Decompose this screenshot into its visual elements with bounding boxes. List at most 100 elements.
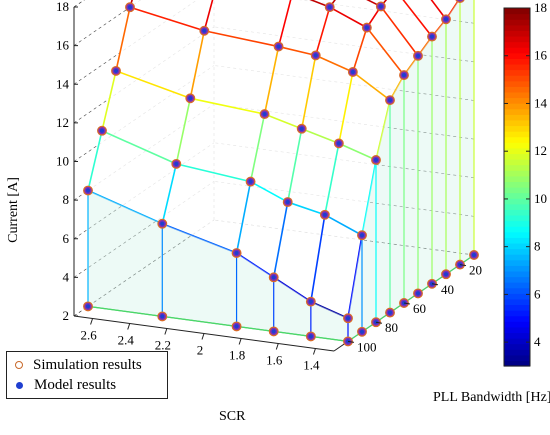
colorbar-segment [504,271,530,277]
model-point [114,69,118,73]
z-tick-label: 14 [56,76,70,91]
y-tick-label: 2 [197,343,204,358]
x-tick-label: 40 [441,282,454,297]
model-point [188,96,192,100]
colorbar-segment [504,316,530,322]
model-point [444,272,448,276]
colorbar-segment [504,25,530,31]
z-tick-label: 6 [63,231,70,246]
model-point [416,54,420,58]
curtain-patch [418,37,432,294]
colorbar-segment [504,42,530,48]
model-point [365,26,369,30]
model-point [234,251,238,255]
x-tick-label: 60 [413,301,426,316]
colorbar-segment [504,98,530,104]
colorbar-segment [504,299,530,305]
model-point [346,316,350,320]
colorbar-segment [504,226,530,232]
colorbar-segment [504,355,530,361]
model-point [272,329,276,333]
simulation-marker-icon [15,361,23,369]
x-tick-label: 80 [385,320,398,335]
colorbar-segment [504,70,530,76]
curtain-patch [432,19,446,284]
model-point [472,253,476,257]
colorbar-segment [504,265,530,271]
z-tick-label: 2 [63,308,70,323]
model-point [86,188,90,192]
y-tick-label: 1.4 [303,358,320,373]
colorbar-segment [504,243,530,249]
model-point [388,311,392,315]
colorbar-segment [504,153,530,159]
x-tick-label: 20 [469,263,482,278]
model-point [351,70,355,74]
legend-item-model: Model results [15,375,116,395]
y-tick-label: 2.4 [118,333,135,348]
model-point [160,222,164,226]
colorbar-segment [504,120,530,126]
z-tick-label: 10 [56,154,69,169]
colorbar-segment [504,332,530,338]
colorbar-segment [504,159,530,165]
colorbar-segment [504,237,530,243]
model-point [128,5,132,9]
colorbar-segment [504,114,530,120]
colorbar-segment [504,137,530,143]
model-point [314,53,318,57]
colorbar-tick-label: 12 [534,143,547,158]
legend-item-simulation: Simulation results [15,355,142,375]
colorbar-segment [504,75,530,81]
model-marker-icon [16,382,23,389]
colorbar-segment [504,170,530,176]
colorbar-segment [504,204,530,210]
colorbar-segment [504,282,530,288]
colorbar-segment [504,277,530,283]
curtain-patch [390,75,404,312]
colorbar-segment [504,338,530,344]
colorbar-tick-label: 6 [534,286,541,301]
model-point [174,162,178,166]
colorbar-segment [504,86,530,92]
model-point [323,213,327,217]
model-point [202,29,206,33]
z-tick-label: 18 [56,0,69,14]
y-tick-label: 2.6 [80,328,97,343]
model-point [100,129,104,133]
x-axis-label: PLL Bandwidth [Hz] [433,390,550,405]
model-point [86,304,90,308]
z-tick-label: 8 [63,192,70,207]
colorbar-segment [504,193,530,199]
model-point [337,141,341,145]
colorbar-segment [504,215,530,221]
colorbar-segment [504,103,530,109]
colorbar-segment [504,125,530,131]
colorbar-segment [504,181,530,187]
model-point [286,200,290,204]
colorbar-segment [504,187,530,193]
colorbar-segment [504,142,530,148]
z-tick-label: 12 [56,115,69,130]
colorbar-segment [504,349,530,355]
colorbar-segment [504,310,530,316]
colorbar-segment [504,327,530,333]
model-point [379,4,383,8]
colorbar-segment [504,36,530,42]
model-point [276,44,280,48]
model-point [388,98,392,102]
model-point [160,314,164,318]
colorbar-segment [504,14,530,20]
colorbar-tick-label: 14 [534,95,548,110]
colorbar-segment [504,209,530,215]
curtain-patch [404,56,418,303]
colorbar-segment [504,232,530,238]
colorbar-segment [504,304,530,310]
z-tick-label: 16 [56,38,70,53]
model-point [272,275,276,279]
model-point [309,334,313,338]
y-tick-label: 1.8 [229,348,245,363]
legend-label-simulation: Simulation results [33,357,142,374]
colorbar-segment [504,81,530,87]
